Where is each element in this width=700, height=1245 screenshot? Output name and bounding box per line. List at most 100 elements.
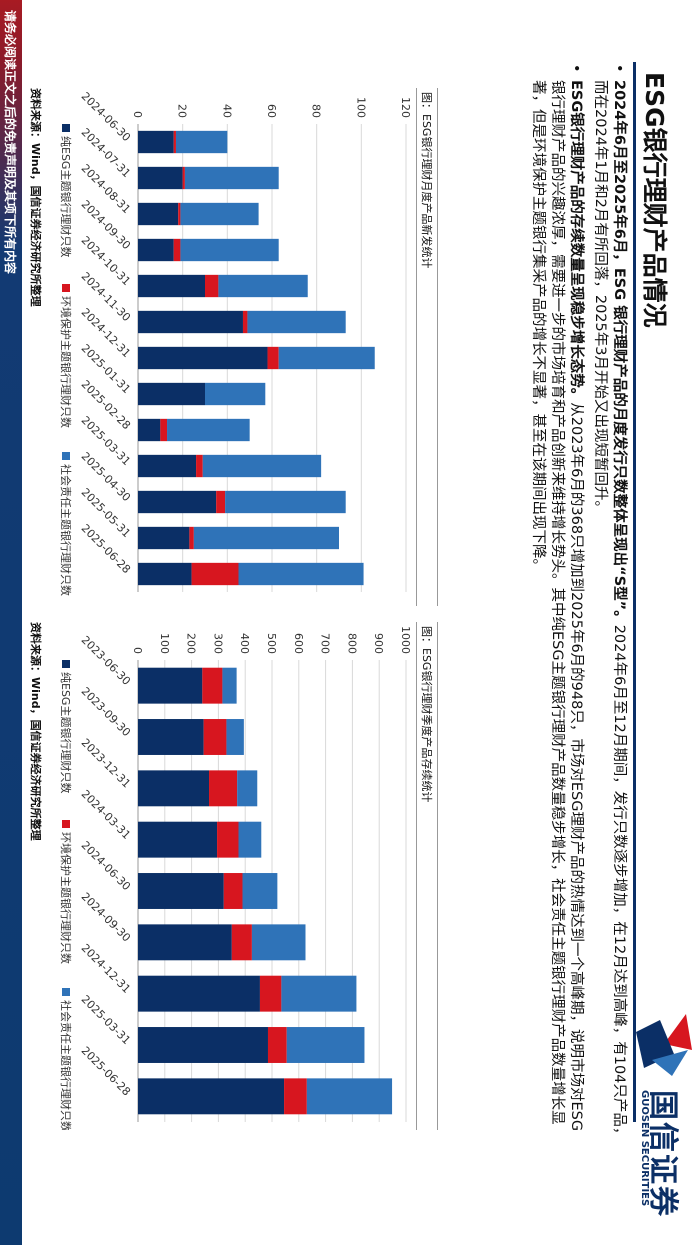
chart-caption-quarterly: 图：ESG银行理财季度产品存续统计	[416, 622, 438, 1130]
bar-segment	[203, 719, 227, 755]
x-tick-label: 2025-06-28	[79, 1044, 133, 1098]
bullet-lead: ESG银行理财产品的存续数量呈现稳步增长态势。	[568, 80, 584, 403]
y-tick-label: 120	[399, 97, 412, 118]
y-tick-label: 200	[185, 633, 198, 654]
bar-segment	[306, 1078, 393, 1115]
y-tick-label: 0	[131, 647, 144, 654]
title-divider	[633, 62, 636, 1122]
legend-label: 社会责任主题银行理财只数	[59, 464, 73, 596]
legend-label: 环境保护主题银行理财只数	[59, 832, 73, 964]
bar-segment	[218, 274, 308, 298]
chart-caption-monthly: 图：ESG银行理财月度产品新发统计	[416, 88, 438, 606]
bar-segment	[217, 821, 239, 858]
bar-segment	[138, 274, 205, 298]
bar-segment	[173, 238, 181, 262]
bar-segment	[138, 166, 183, 190]
bar-segment	[138, 719, 204, 755]
bar-segment	[137, 873, 224, 909]
bar-segment	[184, 166, 279, 190]
legend-swatch	[62, 452, 70, 460]
bar-segment	[281, 975, 357, 1012]
bar-segment	[223, 873, 243, 909]
bar-segment	[138, 924, 232, 961]
bullet-item: • ESG银行理财产品的存续数量呈现稳步增长态势。从2023年6月的368只增加到…	[530, 64, 584, 1132]
y-tick-label: 40	[220, 104, 233, 118]
legend-label: 环境保护主题银行理财只数	[59, 296, 73, 428]
logo-english: GUOSEN SECURITIES	[639, 1090, 650, 1207]
bar-segment	[222, 667, 237, 704]
bar-segment	[202, 667, 223, 704]
footer-disclaimer: 请务必阅读正文之后的免责声明及其项下所有内容	[3, 10, 17, 275]
bullet-list: • 2024年6月至2025年6月，ESG 银行理财产品的月度发行只数整体呈现出“…	[523, 62, 628, 1142]
y-tick-label: 100	[158, 633, 171, 654]
bar-segment	[138, 346, 268, 370]
chart-source-quarterly: 资料来源：Wind，国信证券经济研究所整理	[29, 622, 42, 841]
legend-label: 纯ESG主题银行理财只数	[59, 672, 73, 793]
bar-segment	[238, 821, 262, 858]
bar-segment	[175, 130, 228, 154]
bar-segment	[209, 770, 238, 807]
bar-segment	[284, 1078, 307, 1115]
bar-segment	[242, 310, 248, 334]
page-title: ESG银行理财产品情况	[640, 72, 669, 328]
y-tick-label: 800	[345, 633, 358, 654]
bar-segment	[225, 490, 346, 514]
y-tick-label: 20	[176, 104, 189, 118]
bar-segment	[138, 382, 205, 406]
y-tick-label: 500	[265, 633, 278, 654]
bar-segment	[137, 310, 243, 334]
y-tick-label: 700	[319, 633, 332, 654]
x-tick-label: 2023-06-30	[79, 633, 133, 687]
bar-segment	[138, 490, 217, 514]
bar-segment	[178, 202, 181, 226]
bar-segment	[138, 975, 260, 1012]
bar-segment	[138, 238, 174, 262]
legend-swatch	[62, 820, 70, 828]
bar-segment	[180, 202, 259, 226]
chart-monthly-new: 0 20 40 60 80 100 1202024-06-302024-07-312024-…	[59, 90, 412, 596]
bar-segment	[138, 526, 190, 550]
y-tick-label: 0	[131, 111, 144, 118]
logo-wordmark: 国信证券	[645, 1090, 680, 1218]
y-tick-label: 60	[265, 104, 278, 118]
bar-segment	[202, 454, 322, 478]
bullet-item: • 2024年6月至2025年6月，ESG 银行理财产品的月度发行只数整体呈现出“…	[592, 64, 627, 1142]
bullet-lead: 2024年6月至2025年6月，ESG 银行理财产品的月度发行只数整体呈现出“S…	[611, 80, 627, 625]
legend-swatch	[62, 660, 70, 668]
x-tick-label: 2024-09-30	[79, 890, 133, 944]
bar-segment	[167, 418, 250, 442]
bar-segment	[137, 202, 179, 226]
legend-swatch	[62, 124, 70, 132]
bar-segment	[138, 1027, 268, 1063]
bar-segment	[205, 382, 266, 406]
y-tick-label: 600	[292, 633, 305, 654]
legend-swatch	[62, 988, 70, 996]
bar-segment	[196, 454, 203, 478]
bar-segment	[204, 274, 219, 298]
bar-segment	[173, 130, 176, 154]
bar-segment	[247, 310, 346, 334]
x-tick-label: 2023-12-31	[79, 736, 133, 790]
bar-segment	[138, 454, 197, 478]
legend-label: 社会责任主题银行理财只数	[59, 1000, 73, 1130]
x-tick-label: 2024-03-31	[79, 787, 133, 841]
bar-segment	[259, 975, 282, 1012]
bar-segment	[251, 924, 306, 961]
bar-segment	[267, 346, 279, 370]
bar-segment	[189, 526, 194, 550]
bar-segment	[182, 166, 185, 190]
y-tick-label: 1000	[399, 626, 412, 654]
bar-segment	[238, 562, 364, 586]
legend-label: 纯ESG主题银行理财只数	[59, 136, 73, 257]
bar-segment	[237, 770, 258, 807]
bar-segment	[138, 1078, 285, 1115]
bar-segment	[138, 562, 192, 586]
bar-segment	[138, 770, 210, 807]
bar-segment	[193, 526, 339, 550]
x-tick-label: 2023-09-30	[79, 685, 133, 739]
bar-segment	[138, 130, 174, 154]
bar-segment	[231, 924, 252, 961]
bar-segment	[242, 873, 278, 909]
guosen-logo-icon	[636, 1014, 692, 1076]
bar-segment	[226, 719, 244, 755]
